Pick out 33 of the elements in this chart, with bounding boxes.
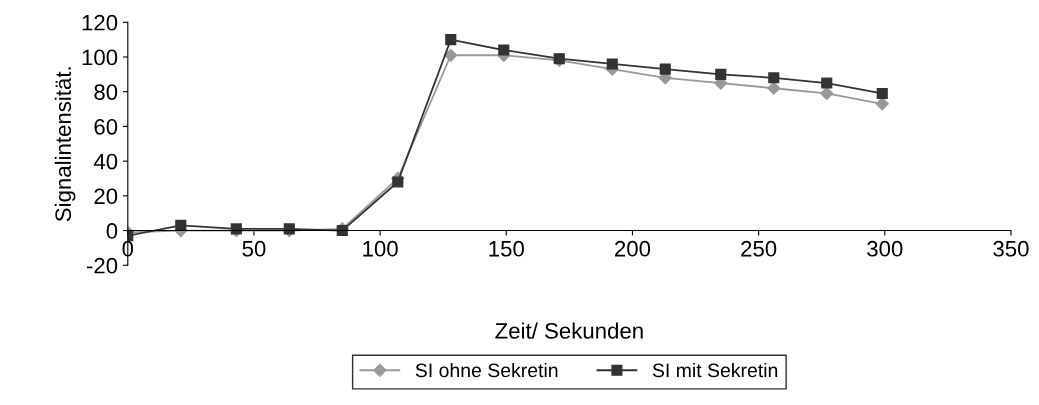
point	[606, 58, 618, 70]
point	[175, 219, 187, 231]
y-tick-label: 60	[94, 118, 118, 135]
y-tick-label: 0	[106, 223, 118, 239]
y-axis-title: Signalintensität.	[54, 67, 76, 222]
point	[715, 68, 727, 80]
x-tick-label: 200	[615, 240, 651, 257]
point	[445, 34, 457, 46]
x-tick-label: 150	[489, 240, 524, 257]
x-tick-label: 250	[741, 240, 777, 257]
point	[821, 77, 833, 89]
y-tick-label: 80	[94, 84, 118, 100]
x-tick-label: 100	[363, 240, 398, 257]
point	[820, 86, 834, 101]
x-tick-label: 350	[993, 240, 1029, 257]
legend-label: SI mit Sekretin	[652, 362, 778, 378]
x-tick-label: 50	[242, 240, 266, 257]
point	[767, 81, 781, 95]
y-tick-label: -20	[86, 257, 118, 274]
point	[659, 63, 671, 75]
point	[768, 72, 780, 84]
point	[444, 48, 458, 62]
point	[875, 97, 889, 111]
point	[498, 44, 510, 56]
y-tick-label: 20	[94, 188, 118, 205]
x-tick-label: 300	[867, 240, 903, 257]
y-tick-label: 40	[93, 153, 118, 170]
x-axis-title: Zeit/ Sekunden	[495, 322, 643, 339]
legend-label: SI ohne Sekretin	[415, 362, 558, 378]
point	[876, 87, 888, 99]
point	[392, 176, 404, 188]
y-tick-label: 120	[82, 14, 118, 31]
y-tick-label: 100	[82, 49, 118, 66]
